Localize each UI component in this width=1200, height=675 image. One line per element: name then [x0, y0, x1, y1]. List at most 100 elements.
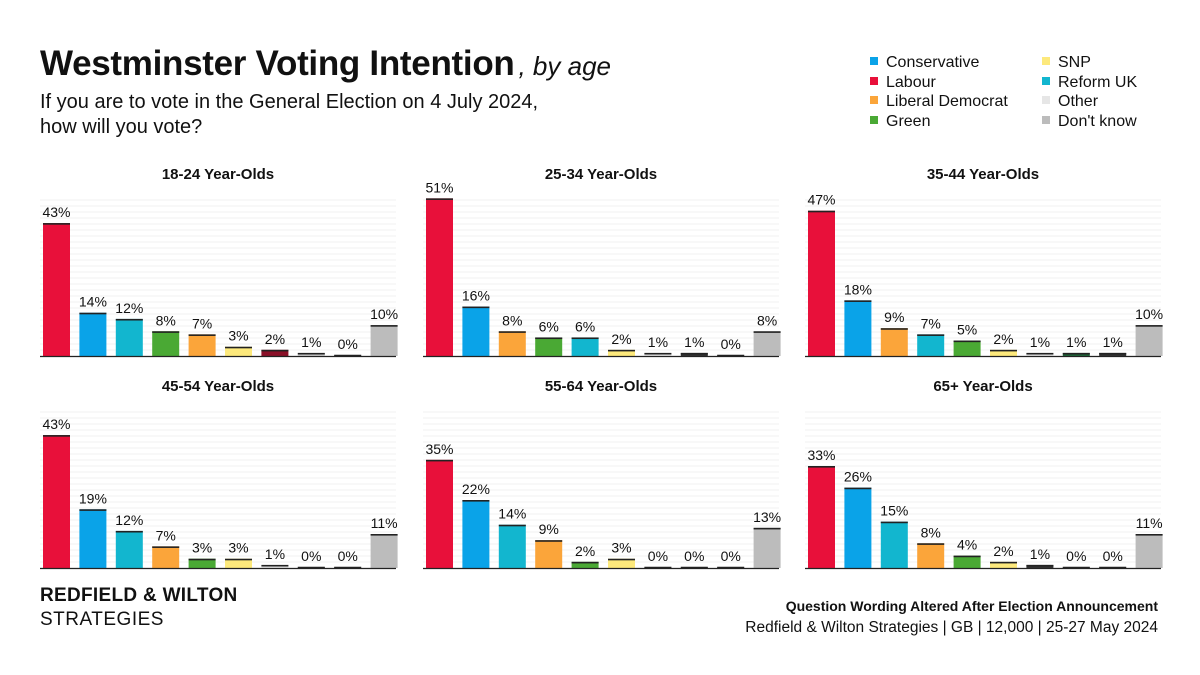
data-label: 14% [498, 506, 526, 522]
bar-top-edge [152, 546, 180, 548]
bar-top-edge [844, 300, 872, 302]
data-label: 5% [957, 322, 977, 338]
data-label: 15% [880, 503, 908, 519]
chart-title-row: Westminster Voting Intention, by age [40, 44, 611, 84]
bar [917, 334, 945, 356]
bar [43, 223, 70, 356]
bar-top-edge [990, 349, 1017, 352]
legend-label: Don't know [1058, 112, 1137, 130]
bar-top-edge [79, 509, 107, 511]
bar-top-edge [1099, 566, 1127, 569]
legend-swatch [870, 115, 878, 124]
data-label: 0% [721, 548, 741, 564]
data-label: 9% [539, 521, 559, 537]
legend-label: Labour [886, 73, 936, 91]
data-label: 7% [192, 315, 212, 331]
bar-top-edge [370, 534, 398, 536]
bar-top-edge [953, 340, 981, 343]
bar-top-edge [644, 566, 672, 569]
data-label: 35% [425, 441, 453, 457]
data-label: 3% [192, 540, 212, 556]
bar-top-edge [426, 198, 453, 200]
bar-top-edge [1026, 352, 1054, 355]
bar [844, 300, 872, 356]
bar [1135, 325, 1163, 356]
bar-top-edge [498, 524, 526, 527]
chart-title-suffix: , by age [518, 51, 611, 81]
bar-top-edge [115, 530, 143, 533]
bar-top-edge [753, 527, 781, 530]
bar [498, 524, 526, 568]
data-label: 14% [79, 294, 107, 310]
legend-swatch [1042, 96, 1050, 104]
bar-top-edge [571, 337, 599, 340]
data-label: 18% [844, 281, 872, 297]
bar [426, 459, 453, 568]
bar [990, 349, 1017, 356]
bar-top-edge [334, 354, 362, 357]
brand-logo: REDFIELD & WILTON STRATEGIES [40, 585, 238, 631]
bar-top-edge [680, 352, 708, 355]
bar-top-edge [1026, 564, 1054, 567]
bar-top-edge [152, 331, 180, 333]
bar [79, 509, 107, 568]
bar [152, 331, 180, 356]
data-label: 43% [42, 204, 70, 220]
data-label: 1% [1030, 546, 1050, 562]
age-group-bar-chart: 43% 19% 12% 7% 3% 3% 1% 0% 0% 11% [40, 411, 398, 570]
bar [953, 340, 981, 356]
bar-top-edge [297, 352, 325, 355]
bar-top-edge [370, 325, 398, 327]
bar-top-edge [1135, 534, 1163, 536]
data-label: 3% [228, 328, 248, 344]
data-label: 1% [648, 334, 668, 350]
age-group-bar-chart: 51% 16% 8% 6% 6% 2% 1% 1% 0% 8% [423, 179, 781, 358]
data-label: 1% [1103, 334, 1123, 350]
bar [571, 561, 599, 568]
age-group-bar-chart: 35% 22% 14% 9% 2% 3% 0% 0% 0% 13% [423, 411, 781, 570]
bar [370, 534, 398, 568]
bar-top-edge [115, 318, 143, 321]
bar-top-edge [608, 558, 635, 561]
data-label: 2% [265, 331, 285, 347]
data-label: 3% [228, 540, 248, 556]
legend-item: Reform UK [1042, 74, 1137, 92]
bar-top-edge [808, 210, 835, 213]
bar [753, 527, 781, 568]
bar [1135, 534, 1163, 568]
footer: Question Wording Altered After Election … [745, 598, 1158, 637]
legend-item: SNP [1042, 54, 1091, 72]
bar [115, 318, 143, 356]
bar [880, 328, 908, 356]
data-label: 6% [539, 318, 559, 334]
brand-tagline: STRATEGIES [40, 609, 164, 630]
bar [953, 555, 981, 568]
data-label: 2% [993, 543, 1013, 559]
bar-top-edge [462, 306, 490, 309]
bar-top-edge [43, 223, 70, 225]
data-label: 13% [753, 509, 781, 525]
bar [880, 521, 908, 568]
data-label: 12% [115, 512, 143, 528]
subtitle-line-2: how will you vote? [40, 116, 203, 138]
bar [571, 337, 599, 356]
bar [370, 325, 398, 356]
chart-subtitle: If you are to vote in the General Electi… [40, 90, 660, 140]
legend-swatch [1042, 115, 1050, 124]
data-label: 11% [371, 515, 398, 531]
data-label: 8% [156, 312, 176, 328]
data-label: 1% [1066, 334, 1086, 350]
data-label: 7% [921, 315, 941, 331]
bar [188, 334, 216, 356]
data-label: 0% [338, 548, 358, 564]
legend-label: Green [886, 112, 931, 130]
data-label: 0% [1066, 548, 1086, 564]
legend-label: Conservative [886, 54, 980, 71]
bar-top-edge [535, 540, 563, 542]
bar [990, 561, 1017, 568]
bar-top-edge [880, 521, 908, 524]
legend-item: Green [870, 113, 930, 131]
panel-title: 35-44 Year-Olds [926, 166, 1040, 183]
data-label: 1% [1030, 334, 1050, 350]
data-label: 8% [502, 312, 522, 328]
